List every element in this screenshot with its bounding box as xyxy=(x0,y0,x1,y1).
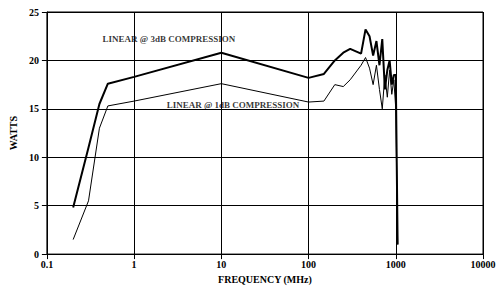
svg-text:LINEAR @ 1dB COMPRESSION: LINEAR @ 1dB COMPRESSION xyxy=(167,100,300,110)
svg-text:25: 25 xyxy=(29,7,39,18)
svg-text:10: 10 xyxy=(216,259,226,270)
svg-text:1: 1 xyxy=(132,259,137,270)
svg-text:0.1: 0.1 xyxy=(41,259,54,270)
svg-text:WATTS: WATTS xyxy=(8,115,19,150)
svg-text:20: 20 xyxy=(29,55,39,66)
svg-text:10000: 10000 xyxy=(471,259,496,270)
svg-text:0: 0 xyxy=(34,249,39,260)
svg-text:15: 15 xyxy=(29,103,39,114)
svg-text:5: 5 xyxy=(34,200,39,211)
svg-text:LINEAR @ 3dB COMPRESSION: LINEAR @ 3dB COMPRESSION xyxy=(103,34,236,44)
svg-text:10: 10 xyxy=(29,152,39,163)
svg-text:100: 100 xyxy=(301,259,316,270)
svg-text:1000: 1000 xyxy=(386,259,406,270)
svg-text:FREQUENCY (MHz): FREQUENCY (MHz) xyxy=(218,274,312,286)
